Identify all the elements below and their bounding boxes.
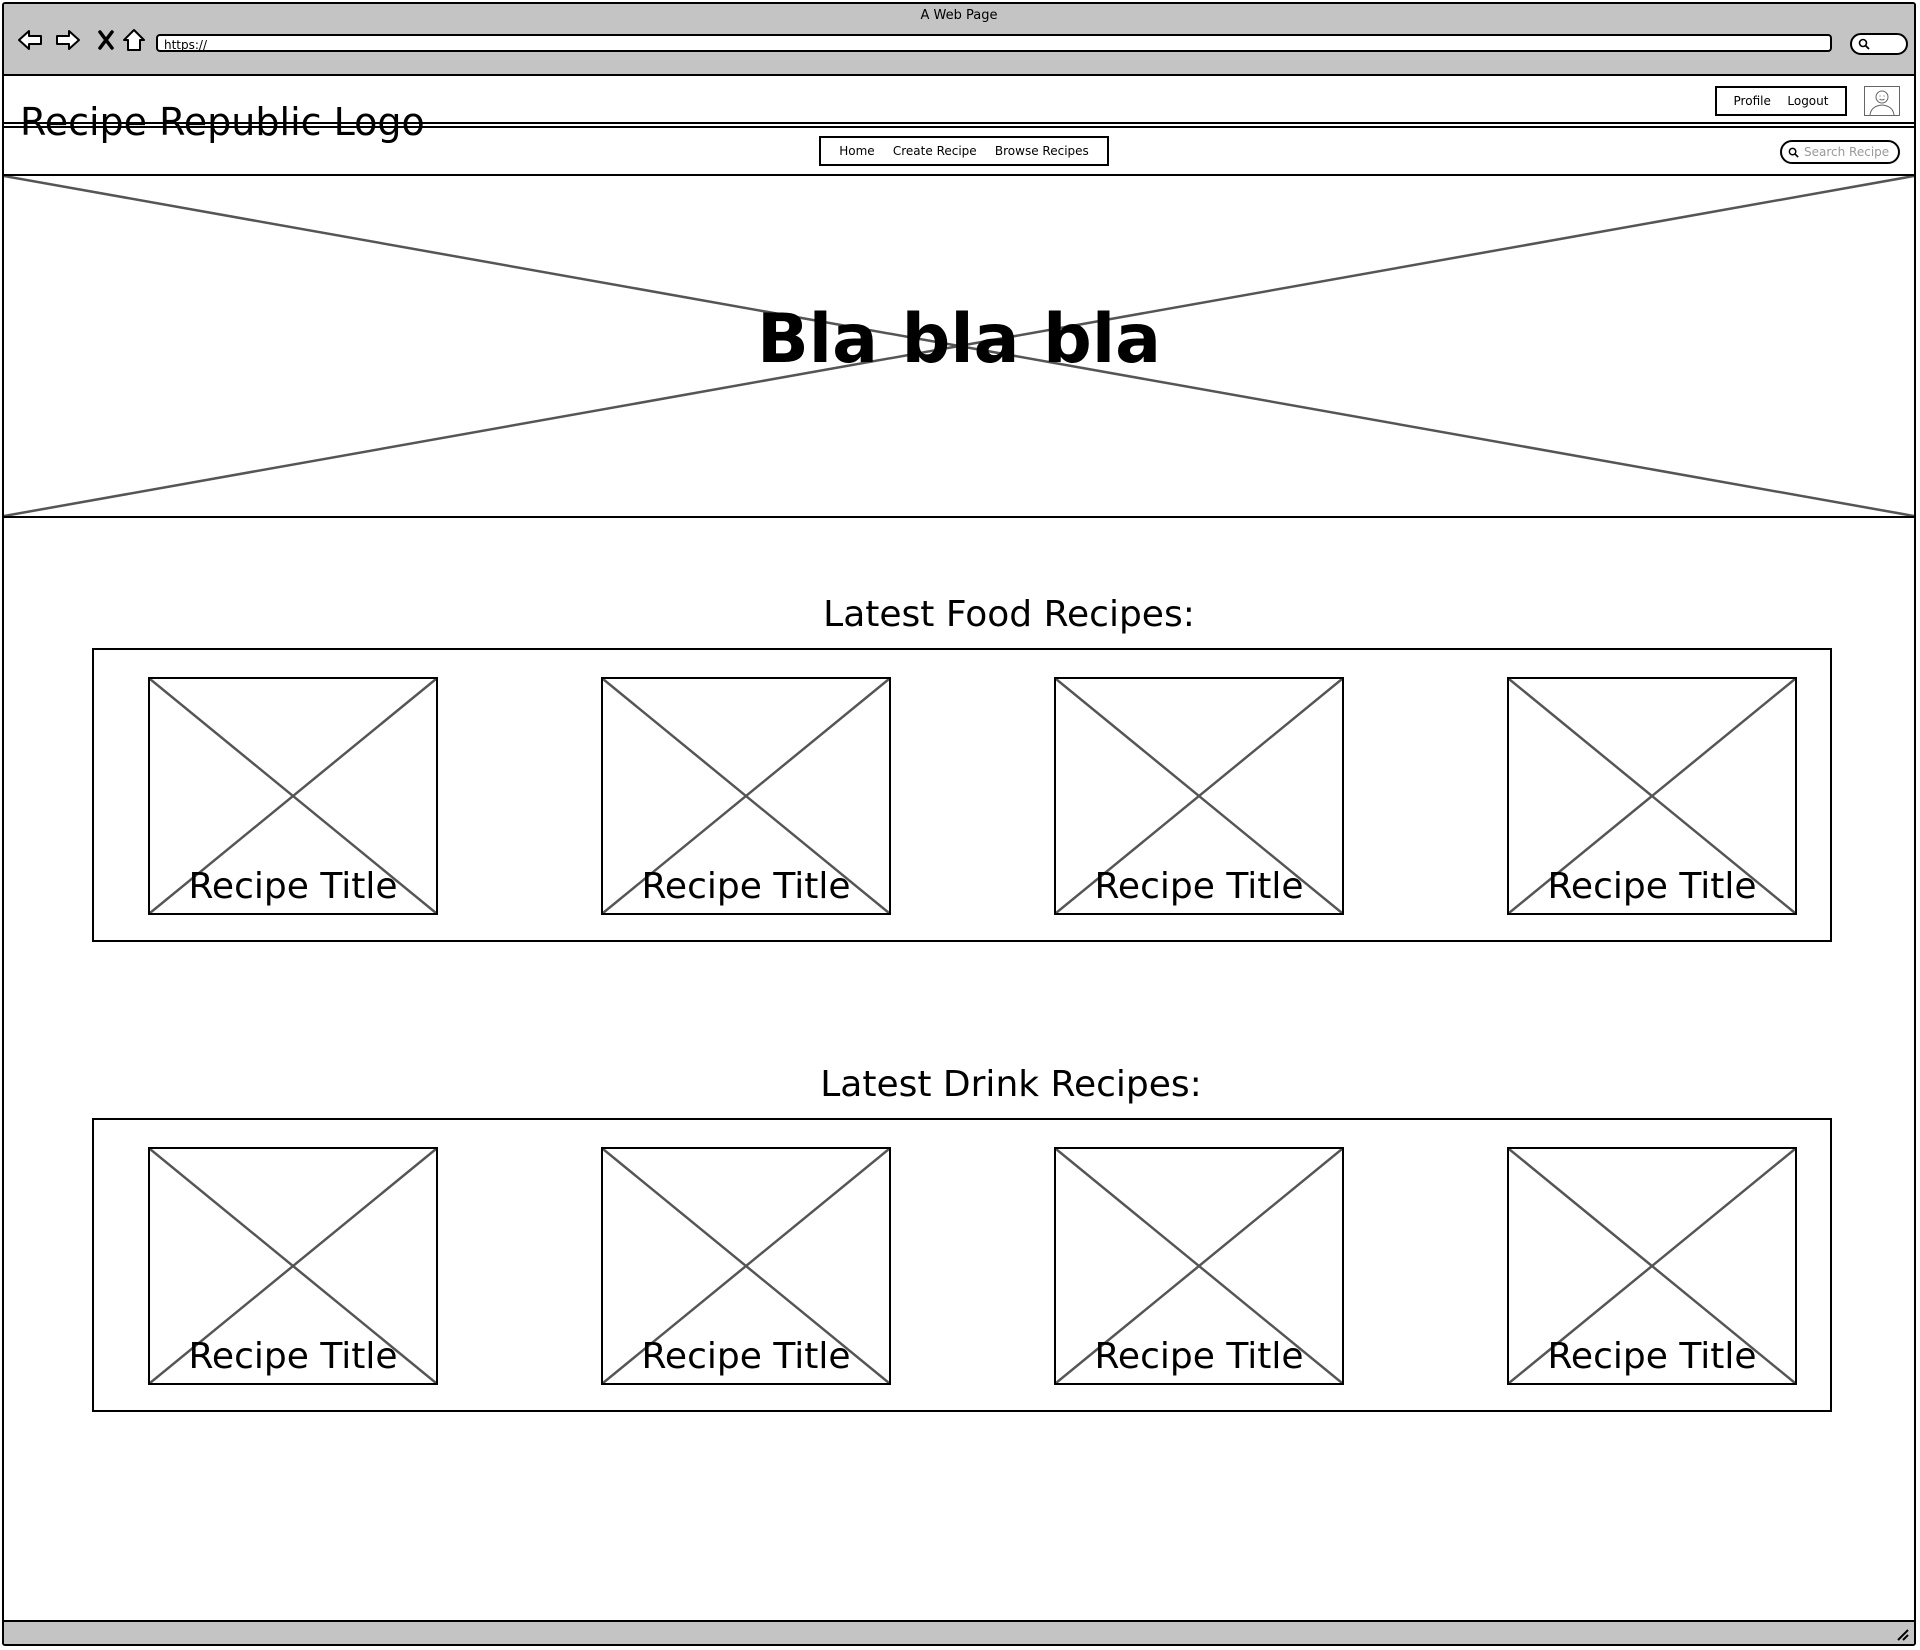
drink-recipes-panel: Recipe Title Recipe Title Recipe Title R… xyxy=(92,1118,1832,1412)
nav-create-recipe[interactable]: Create Recipe xyxy=(892,144,977,158)
food-recipe-card[interactable]: Recipe Title xyxy=(148,677,438,915)
image-placeholder xyxy=(150,1149,436,1383)
image-placeholder xyxy=(1509,679,1795,913)
drink-recipe-card[interactable]: Recipe Title xyxy=(1507,1147,1797,1385)
close-icon[interactable] xyxy=(92,26,120,54)
header-divider-secondary xyxy=(4,126,1914,128)
recipe-title: Recipe Title xyxy=(1094,866,1304,907)
window-title: A Web Page xyxy=(920,8,998,23)
image-placeholder xyxy=(1056,1149,1342,1383)
header-divider xyxy=(4,122,1914,124)
drink-recipe-card[interactable]: Recipe Title xyxy=(1054,1147,1344,1385)
browser-toolbar: A Web Page https:// xyxy=(4,4,1914,76)
drink-recipe-card[interactable]: Recipe Title xyxy=(601,1147,891,1385)
user-avatar-icon[interactable] xyxy=(1864,86,1900,116)
resize-grip-icon[interactable] xyxy=(1894,1626,1910,1642)
image-placeholder xyxy=(150,679,436,913)
nav-browse-recipes[interactable]: Browse Recipes xyxy=(994,144,1089,158)
image-placeholder xyxy=(1509,1149,1795,1383)
hero-image-placeholder xyxy=(4,176,1914,516)
profile-link[interactable]: Profile xyxy=(1733,94,1771,108)
browser-status-bar xyxy=(4,1620,1914,1644)
browser-search-box[interactable] xyxy=(1850,33,1908,55)
food-section-title: Latest Food Recipes: xyxy=(823,594,1195,635)
drink-section-title: Latest Drink Recipes: xyxy=(820,1064,1202,1105)
search-icon xyxy=(1858,38,1870,50)
food-recipe-card[interactable]: Recipe Title xyxy=(601,677,891,915)
image-placeholder xyxy=(603,1149,889,1383)
hero-heading: Bla bla bla xyxy=(756,300,1162,379)
food-recipe-card[interactable]: Recipe Title xyxy=(1054,677,1344,915)
recipe-title: Recipe Title xyxy=(641,1336,851,1377)
recipe-title: Recipe Title xyxy=(1547,1336,1757,1377)
image-placeholder xyxy=(1056,679,1342,913)
back-arrow-icon[interactable] xyxy=(16,26,44,54)
address-bar[interactable]: https:// xyxy=(156,34,1832,52)
recipe-title: Recipe Title xyxy=(1094,1336,1304,1377)
account-menu: Profile Logout xyxy=(1715,86,1847,116)
search-placeholder: Search Recipe xyxy=(1804,145,1890,159)
recipe-title: Recipe Title xyxy=(1547,866,1757,907)
recipe-search-input[interactable]: Search Recipe xyxy=(1780,140,1900,164)
nav-home[interactable]: Home xyxy=(839,144,875,158)
site-header: Recipe Republic Logo Profile Logout Home… xyxy=(4,74,1914,176)
food-recipes-panel: Recipe Title Recipe Title Recipe Title R… xyxy=(92,648,1832,942)
hero-banner: Bla bla bla xyxy=(4,176,1914,518)
recipe-title: Recipe Title xyxy=(641,866,851,907)
main-nav: Home Create Recipe Browse Recipes xyxy=(819,136,1109,166)
logout-link[interactable]: Logout xyxy=(1787,94,1829,108)
drink-recipe-card[interactable]: Recipe Title xyxy=(148,1147,438,1385)
search-icon xyxy=(1788,147,1799,158)
recipe-title: Recipe Title xyxy=(188,1336,398,1377)
food-recipe-card[interactable]: Recipe Title xyxy=(1507,677,1797,915)
forward-arrow-icon[interactable] xyxy=(54,26,82,54)
image-placeholder xyxy=(603,679,889,913)
home-icon[interactable] xyxy=(120,26,148,54)
recipe-title: Recipe Title xyxy=(188,866,398,907)
header-bottom-border xyxy=(4,174,1914,176)
